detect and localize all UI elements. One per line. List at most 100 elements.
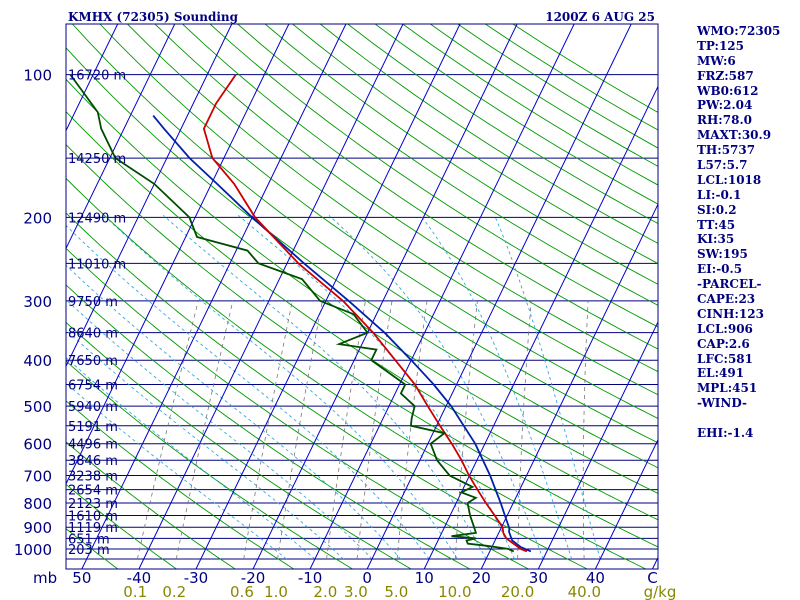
index-line: EI:-0.5 xyxy=(697,262,743,277)
temperature-trace xyxy=(202,74,528,553)
pressure-label: 600 xyxy=(23,436,52,454)
height-label: 4496 m xyxy=(68,438,118,453)
mixing-ratio-label: 10.0 xyxy=(438,583,471,600)
pressure-label: 500 xyxy=(23,398,52,416)
temperature-tick-label: 10 xyxy=(415,569,434,587)
temperature-tick-label: 40 xyxy=(586,569,605,587)
height-label: 2123 m xyxy=(68,497,118,512)
index-line: -WIND- xyxy=(697,396,747,411)
height-label: 11010 m xyxy=(68,257,126,272)
index-line: LCL:906 xyxy=(697,321,753,336)
dry-adiabat-line xyxy=(154,24,658,373)
mixing-ratio-label: 0.2 xyxy=(162,583,186,600)
height-label: 203 m xyxy=(68,543,110,558)
pressure-label: 800 xyxy=(23,495,52,513)
index-line: LCL:1018 xyxy=(697,172,762,187)
plot-frame xyxy=(65,23,659,570)
index-line: CAPE:23 xyxy=(697,292,756,307)
isotherm-line xyxy=(66,24,233,368)
height-label: 1610 m xyxy=(68,509,118,524)
index-line: -PARCEL- xyxy=(697,277,762,292)
dry-adiabat-line xyxy=(237,24,658,306)
index-line: EHI:-1.4 xyxy=(697,426,754,441)
dry-adiabat-line xyxy=(66,78,658,494)
index-line: TT:45 xyxy=(697,217,736,232)
moist-adiabat-line xyxy=(420,215,573,560)
pressure-label: 700 xyxy=(23,467,52,485)
height-label: 8640 m xyxy=(68,327,118,342)
moist-adiabat-line xyxy=(238,214,516,560)
mixing-ratio-line xyxy=(356,300,393,560)
moist-adiabat-line xyxy=(163,214,487,560)
index-line: WB0:612 xyxy=(697,83,759,98)
height-label: 1119 m xyxy=(68,521,118,536)
index-line: CINH:123 xyxy=(697,306,764,321)
temperature-tick-label: 50 xyxy=(72,569,91,587)
isotherm-line xyxy=(423,85,658,569)
mixing-ratio-line xyxy=(277,300,323,560)
indices-panel: WMO:72305 TP:125 MW:6 FRZ:587 WB0:612 PW:2.04… xyxy=(697,24,797,441)
temperature-tick-label: 0 xyxy=(362,569,372,587)
isotherm-line xyxy=(0,24,4,569)
mixing-ratio-line xyxy=(175,300,234,560)
index-line: RH:78.0 xyxy=(697,113,752,128)
dry-adiabat-line xyxy=(66,360,353,569)
moist-adiabat-line xyxy=(494,215,601,560)
index-line: LFC:581 xyxy=(697,351,753,366)
isotherm-line xyxy=(252,24,518,569)
dry-adiabat-line xyxy=(66,284,471,569)
moist-adiabat-line xyxy=(66,382,287,560)
temperature-tick-label: 30 xyxy=(529,569,548,587)
mixing-ratio-line xyxy=(326,300,366,560)
mixing-ratio-line xyxy=(396,300,428,560)
mixing-ratio-label: 3.0 xyxy=(344,583,368,600)
mixing-ratio-label: 0.6 xyxy=(230,583,254,600)
height-label: 9750 m xyxy=(68,295,118,310)
index-line: FRZ:587 xyxy=(697,68,754,83)
dry-adiabat-line xyxy=(66,177,646,569)
mixing-ratio-line xyxy=(517,300,532,560)
index-line: EL:491 xyxy=(697,366,745,381)
mixing-ratio-label: 20.0 xyxy=(501,583,534,600)
height-label: 7650 m xyxy=(68,354,118,369)
isotherm-line xyxy=(66,24,176,250)
dry-adiabat-line xyxy=(66,143,658,548)
mixing-ratio-line xyxy=(454,300,478,560)
mixing-ratio-label: 40.0 xyxy=(568,583,601,600)
index-line: MAXT:30.9 xyxy=(697,128,772,143)
mixing-ratio-label: 1.0 xyxy=(264,583,288,600)
height-label: 14250 m xyxy=(68,152,126,167)
dewpoint-trace xyxy=(69,74,515,553)
pressure-label: 100 xyxy=(23,67,52,85)
chart-title: KMHX (72305) Sounding xyxy=(68,10,239,24)
mixing-ratio-label: 0.1 xyxy=(123,583,147,600)
temperature-tick-label: -10 xyxy=(298,569,323,587)
isotherm-line xyxy=(537,320,658,569)
dry-adiabat-line xyxy=(66,321,412,569)
trace-layer xyxy=(69,74,532,553)
pressure-unit-label: mb xyxy=(33,569,57,587)
moist-adiabat-line xyxy=(66,329,344,560)
chart-time: 1200Z 6 AUG 25 xyxy=(545,10,655,24)
mixing-ratio-label: g/kg xyxy=(644,583,677,600)
height-label: 3238 m xyxy=(68,469,118,484)
dry-adiabat-line xyxy=(66,483,177,569)
isotherm-line xyxy=(366,24,632,569)
moist-adiabat-line xyxy=(103,214,458,560)
height-label: 5191 m xyxy=(68,420,118,435)
temperature-tick-label: -40 xyxy=(127,569,152,587)
isotherm-line xyxy=(480,203,658,569)
mixing-ratio-label: 5.0 xyxy=(384,583,408,600)
height-label: 651 m xyxy=(68,532,110,547)
dry-adiabat-line xyxy=(66,441,236,569)
index-line: LI:-0.1 xyxy=(697,187,742,202)
isotherm-line xyxy=(195,24,461,569)
height-label: 5940 m xyxy=(68,400,118,415)
isotherm-line xyxy=(66,24,119,132)
index-line: TH:5737 xyxy=(697,143,756,158)
dry-adiabat-line xyxy=(66,212,588,569)
isotherm-line xyxy=(81,24,347,569)
temperature-tick-label: C xyxy=(647,569,657,587)
